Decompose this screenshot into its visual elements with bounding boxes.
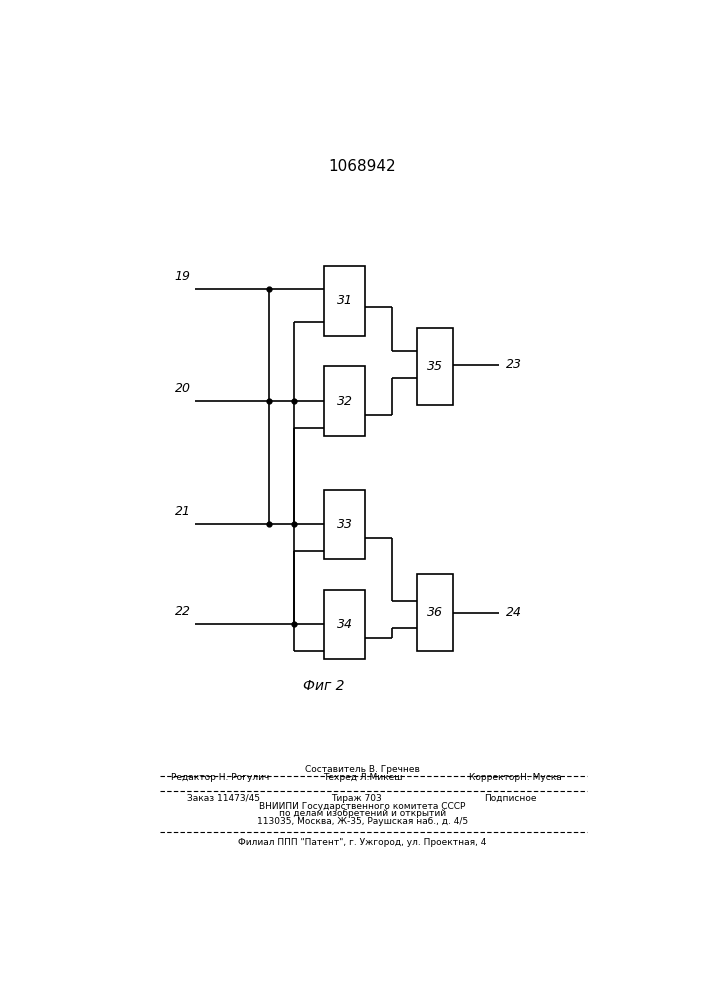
FancyBboxPatch shape	[324, 266, 365, 336]
Text: Редактор Н. Рогулич: Редактор Н. Рогулич	[171, 773, 269, 782]
Text: 21: 21	[175, 505, 191, 518]
Text: 35: 35	[427, 360, 443, 373]
FancyBboxPatch shape	[417, 328, 452, 405]
Text: КорректорН. Муска: КорректорН. Муска	[469, 773, 562, 782]
Text: Подписное: Подписное	[484, 794, 537, 803]
Text: 33: 33	[337, 518, 353, 531]
Text: Фиг 2: Фиг 2	[303, 679, 345, 693]
Text: 1068942: 1068942	[329, 159, 396, 174]
Text: 19: 19	[175, 270, 191, 283]
Text: 113035, Москва, Ж-35, Раушская наб., д. 4/5: 113035, Москва, Ж-35, Раушская наб., д. …	[257, 817, 468, 826]
FancyBboxPatch shape	[417, 574, 452, 651]
Text: 23: 23	[506, 358, 522, 371]
Text: Техред Л.Микеш: Техред Л.Микеш	[322, 773, 402, 782]
Text: Тираж 703: Тираж 703	[332, 794, 382, 803]
Text: 31: 31	[337, 294, 353, 307]
FancyBboxPatch shape	[324, 366, 365, 436]
Text: Филиал ППП "Патент", г. Ужгород, ул. Проектная, 4: Филиал ППП "Патент", г. Ужгород, ул. Про…	[238, 838, 486, 847]
Text: по делам изобретений и открытий: по делам изобретений и открытий	[279, 809, 446, 818]
FancyBboxPatch shape	[324, 490, 365, 559]
Text: 24: 24	[506, 606, 522, 619]
Text: Заказ 11473/45: Заказ 11473/45	[187, 794, 260, 803]
Text: Составитель В. Гречнев: Составитель В. Гречнев	[305, 765, 420, 774]
Text: 22: 22	[175, 605, 191, 618]
Text: 32: 32	[337, 395, 353, 408]
Text: 20: 20	[175, 382, 191, 395]
FancyBboxPatch shape	[324, 590, 365, 659]
Text: ВНИИПИ Государственного комитета СССР: ВНИИПИ Государственного комитета СССР	[259, 802, 465, 811]
Text: 36: 36	[427, 606, 443, 619]
Text: 34: 34	[337, 618, 353, 631]
